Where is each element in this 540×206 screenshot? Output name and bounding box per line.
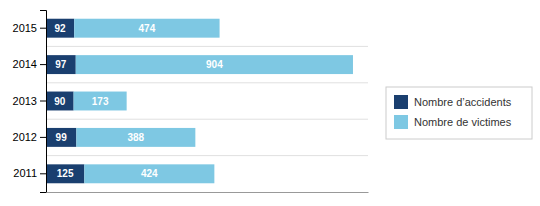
plot: 9297909912547490417338842420152014201320… <box>13 11 369 193</box>
bars <box>46 19 353 184</box>
legend-swatch <box>394 115 408 129</box>
data-labels: 92 97 90 99 125 474 904 173 388 424 <box>54 23 223 180</box>
y-tick-mark <box>40 64 46 65</box>
separators <box>46 46 368 155</box>
bar-segment <box>46 92 74 111</box>
y-tick-label: 2013 <box>13 95 37 107</box>
y-axis: 2015 2014 2013 2012 2011 <box>13 11 47 193</box>
separator <box>46 82 368 83</box>
data-label: 388 <box>128 132 145 143</box>
bar-segment <box>84 164 214 183</box>
bar-segment <box>76 55 353 74</box>
legend: Nombre d’accidents Nombre de victimes <box>386 87 532 139</box>
series <box>74 19 353 184</box>
data-label: 99 <box>56 132 68 143</box>
bar-segment <box>46 164 84 183</box>
bar-segment <box>74 92 127 111</box>
y-axis-line <box>40 11 47 193</box>
y-tick-label: 2012 <box>13 131 37 143</box>
legend-label: Nombre de victimes <box>414 116 512 128</box>
bar-segment <box>46 19 74 38</box>
data-label: 97 <box>55 59 67 70</box>
y-tick-mark <box>40 101 46 102</box>
data-label: 904 <box>206 59 223 70</box>
bar-segment <box>76 128 195 147</box>
y-tick: 2012 <box>13 131 46 143</box>
bar-segment <box>46 55 76 74</box>
y-tick: 2013 <box>13 95 46 107</box>
separator <box>46 155 368 156</box>
legend-item: Nombre de victimes <box>394 115 512 129</box>
data-label: 424 <box>141 168 158 179</box>
y-tick-mark <box>40 28 46 29</box>
y-tick: 2015 <box>13 22 46 34</box>
y-tick-mark <box>40 173 46 174</box>
data-label: 90 <box>54 96 66 107</box>
y-tick-label: 2015 <box>13 22 37 34</box>
legend-label: Nombre d’accidents <box>414 96 512 108</box>
x-axis <box>47 192 369 193</box>
bar-segment <box>74 19 219 38</box>
y-tick-label: 2014 <box>13 58 37 70</box>
data-label: 474 <box>139 23 156 34</box>
chart: 9297909912547490417338842420152014201320… <box>0 0 540 206</box>
y-tick: 2014 <box>13 58 46 70</box>
bar-segment <box>46 128 76 147</box>
legend-frame <box>386 87 532 139</box>
separator <box>46 119 368 120</box>
legend-swatch <box>394 95 408 109</box>
data-label: 125 <box>57 168 74 179</box>
data-label: 173 <box>92 96 109 107</box>
y-tick-mark <box>40 137 46 138</box>
legend-item: Nombre d’accidents <box>394 95 512 109</box>
y-tick: 2011 <box>13 167 46 179</box>
x-axis-line <box>47 192 369 193</box>
y-tick-label: 2011 <box>13 167 37 179</box>
separator <box>46 46 368 47</box>
data-label: 92 <box>55 23 67 34</box>
